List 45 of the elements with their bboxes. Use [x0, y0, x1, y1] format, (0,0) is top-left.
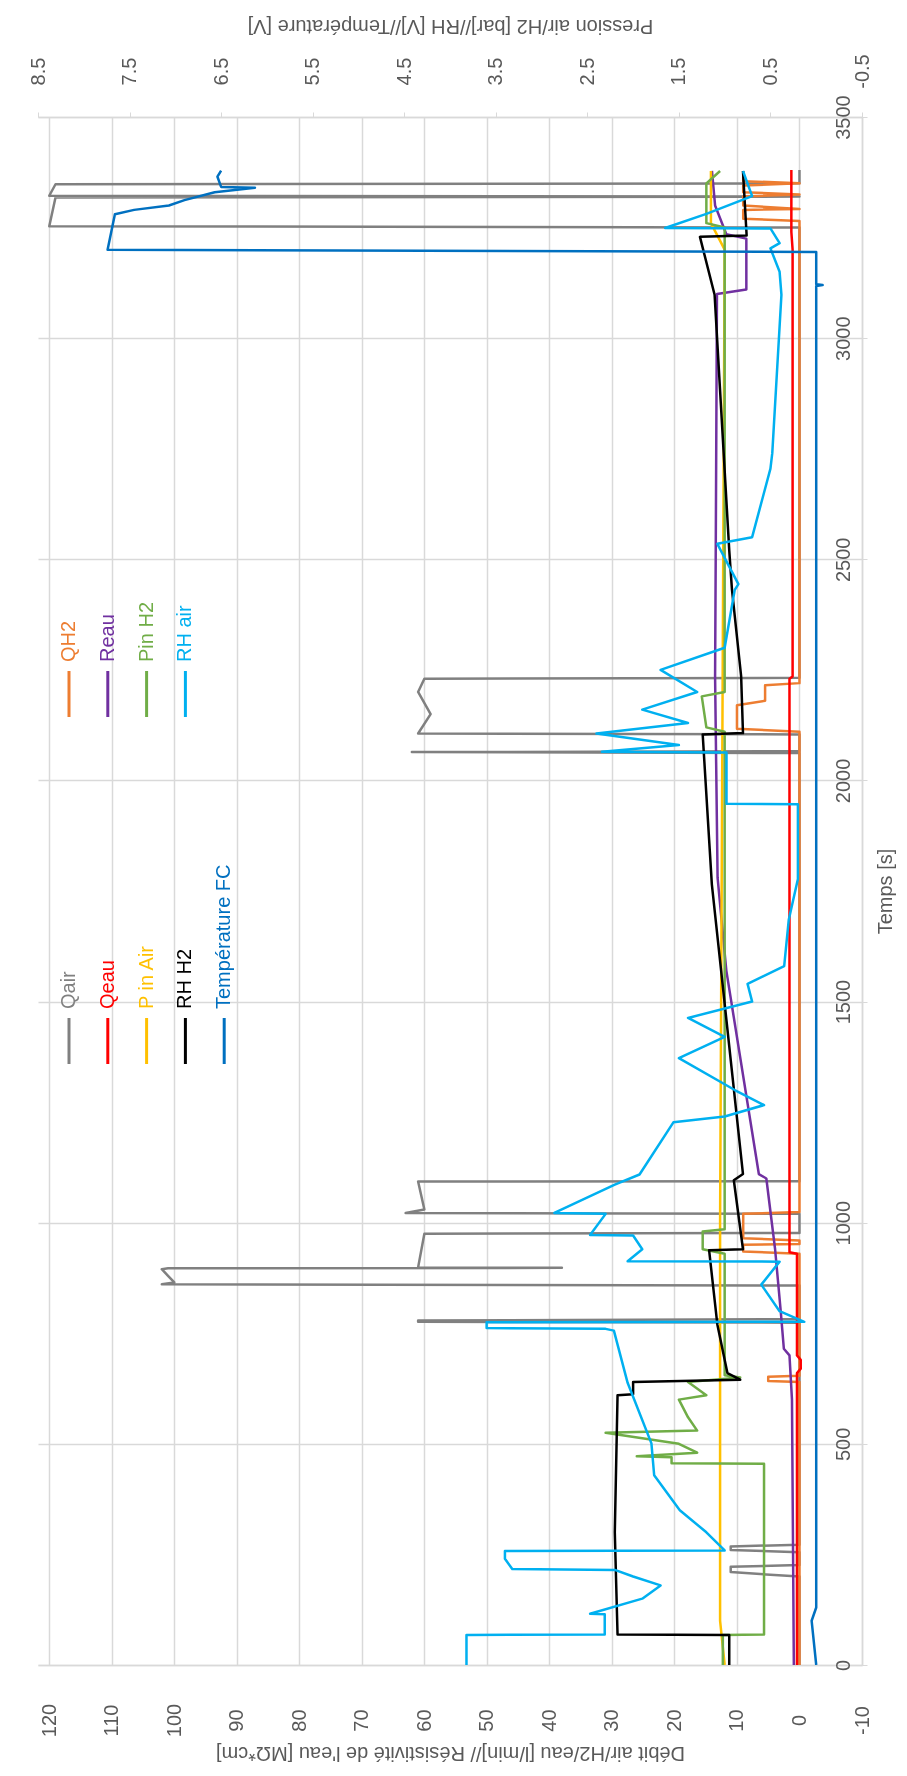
x-tick-label: 90	[225, 1709, 248, 1732]
y-tick-label: 3500	[831, 95, 854, 140]
x-tick-label: 100	[162, 1703, 185, 1738]
x2-tick-label: 1.5	[667, 57, 690, 86]
x2-tick-label: 3.5	[484, 57, 507, 86]
text: RH air	[173, 604, 196, 662]
x2-tick-label: -0.5	[850, 54, 873, 89]
x2-tick-label: 0.5	[758, 57, 781, 86]
text: Température FC	[212, 864, 235, 1009]
text: Qair	[57, 970, 79, 1009]
text: Qeau	[95, 960, 118, 1009]
x-tick-label: 110	[100, 1704, 123, 1737]
x2-tick-label: 5.5	[301, 57, 324, 86]
x-tick-label: 30	[600, 1709, 623, 1732]
x-tick-label: 10	[725, 1709, 748, 1732]
x-axis-title: Débit air/H2/eau [l/min]// Résistivité de l'eau [MΩ*cm]	[216, 1742, 685, 1765]
line-series	[788, 168, 802, 1665]
y-tick-label: 500	[831, 1427, 854, 1462]
x-tick-label: 70	[350, 1709, 373, 1732]
y-axis-title: Temps [s]	[873, 848, 896, 935]
text: Pin H2	[134, 601, 157, 662]
x-tick-label: 20	[662, 1709, 685, 1732]
y-tick-label: 1500	[831, 979, 854, 1025]
x2-tick-label: 4.5	[392, 57, 415, 86]
y-tick-label: 2500	[831, 537, 854, 583]
x2-tick-label: 7.5	[118, 57, 141, 86]
text: Reau	[95, 614, 118, 662]
y-tick-label: 1000	[831, 1200, 854, 1246]
x2-tick-label: 2.5	[575, 57, 598, 86]
x2-axis-title: Pression air/H2 [bar]//RH [V]//Température [V]	[247, 15, 654, 38]
y-tick-label: 2000	[831, 758, 854, 804]
x-tick-label: 40	[537, 1709, 560, 1732]
x2-tick-label: 8.5	[26, 57, 49, 86]
text: P in Air	[134, 945, 157, 1009]
x-tick-label: 60	[412, 1709, 435, 1732]
x2-tick-label: 6.5	[209, 57, 232, 86]
x-tick-label: -10	[850, 1706, 873, 1735]
x-tick-label: 120	[37, 1703, 60, 1738]
text: RH H2	[173, 948, 196, 1009]
x-tick-label: 0	[787, 1714, 810, 1727]
y-tick-label: 3000	[831, 316, 854, 361]
text: QH2	[57, 620, 79, 662]
x-tick-label: 80	[287, 1709, 310, 1732]
x-tick-label: 50	[475, 1709, 498, 1732]
y-tick-label: 0	[831, 1659, 854, 1672]
